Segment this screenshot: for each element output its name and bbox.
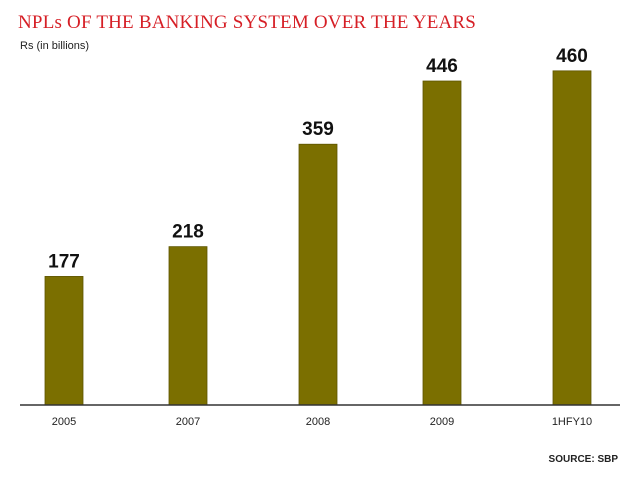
x-tick-labels-group: 2005 2007 2008 2009 1HFY10 — [52, 416, 592, 428]
x-tick-label-2007: 2007 — [176, 416, 200, 428]
value-labels-group: 177 218 359 446 460 — [48, 46, 588, 273]
source-note: SOURCE: SBP — [548, 454, 618, 465]
value-label-2005: 177 — [48, 251, 80, 272]
bar-2005 — [44, 276, 84, 406]
x-tick-label-2008: 2008 — [306, 416, 330, 428]
x-tick-label-1hfy10: 1HFY10 — [552, 416, 592, 428]
bar-2009 — [422, 80, 462, 406]
value-label-2008: 359 — [302, 119, 334, 140]
value-label-2009: 446 — [426, 56, 458, 77]
bar-1hfy10 — [552, 70, 592, 406]
x-tick-label-2005: 2005 — [52, 416, 76, 428]
value-label-2007: 218 — [172, 222, 204, 243]
value-label-1hfy10: 460 — [556, 46, 588, 67]
y-axis-unit-label: Rs (in billions) — [20, 40, 90, 52]
bar-2008 — [298, 143, 338, 406]
bars-group — [44, 70, 592, 406]
bar-2007 — [168, 246, 208, 406]
x-tick-label-2009: 2009 — [430, 416, 454, 428]
chart-title: NPLs OF THE BANKING SYSTEM OVER THE YEAR… — [18, 12, 477, 33]
